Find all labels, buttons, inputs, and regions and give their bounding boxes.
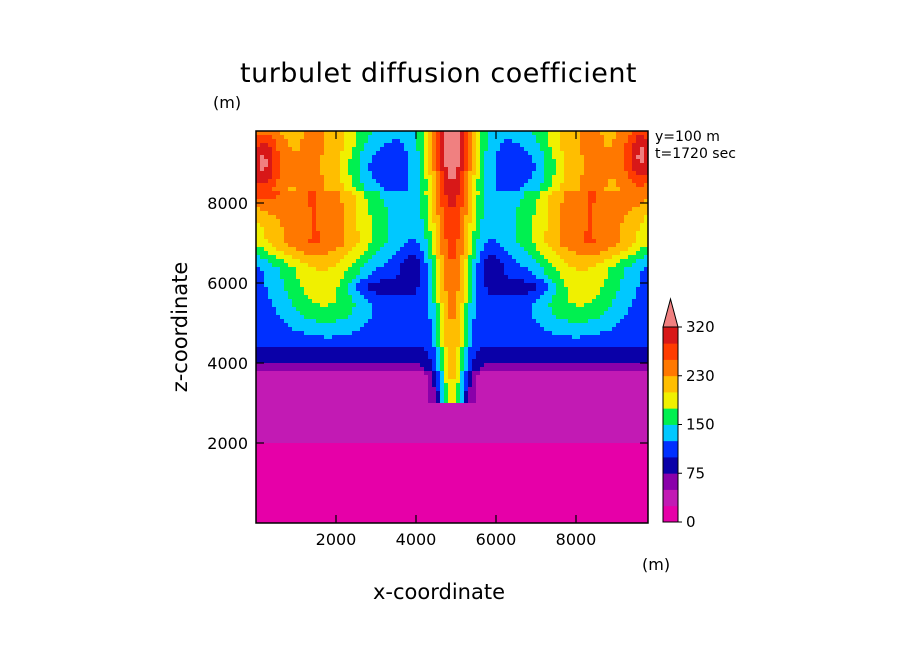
colorbar-band (663, 408, 678, 425)
x-tick-label: 8000 (556, 530, 597, 549)
contour-field (256, 131, 648, 523)
colorbar-tick-label: 320 (686, 318, 715, 336)
colorbar-band (663, 457, 678, 474)
colorbar-band (663, 359, 678, 377)
plot-axes: 2000 4000 6000 8000 2000 4000 6000 8000 (207, 130, 649, 549)
colorbar-band (663, 424, 678, 442)
y-tick-label: 8000 (207, 194, 248, 213)
x-axis-label: x-coordinate (373, 580, 506, 604)
colorbar-band (663, 343, 678, 360)
x-unit-label: (m) (642, 555, 671, 574)
colorbar-tick-label: 230 (686, 367, 715, 385)
x-tick-label: 6000 (476, 530, 517, 549)
colorbar-band (663, 392, 678, 409)
y-tick-label: 4000 (207, 354, 248, 373)
colorbar-band (663, 489, 678, 507)
y-tick-label: 6000 (207, 274, 248, 293)
colorbar: 0 75 150 230 320 (662, 297, 715, 531)
x-tick-label: 2000 (316, 530, 357, 549)
colorbar-tick-label: 0 (686, 513, 696, 531)
colorbar-extend-triangle (662, 297, 679, 328)
annotation-t: t=1720 sec (655, 146, 736, 162)
y-unit-label: (m) (213, 93, 242, 112)
colorbar-band (663, 327, 678, 344)
colorbar-tick-label: 150 (686, 416, 715, 434)
annotation-y: y=100 m (655, 129, 720, 145)
colorbar-band (663, 375, 678, 393)
colorbar-band (663, 473, 678, 490)
colorbar-band (663, 440, 678, 458)
plot-frame (255, 130, 649, 524)
colorbar-band (663, 505, 678, 523)
y-tick-label: 2000 (207, 434, 248, 453)
chart-title: turbulet diffusion coefficient (240, 58, 638, 89)
x-tick-label: 4000 (396, 530, 437, 549)
colorbar-tick-label: 75 (686, 464, 705, 482)
